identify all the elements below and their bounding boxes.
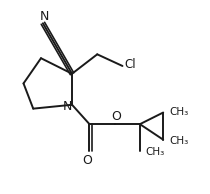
Text: CH₃: CH₃ [169, 136, 188, 146]
Text: N: N [63, 100, 72, 113]
Text: O: O [112, 110, 122, 123]
Text: CH₃: CH₃ [146, 147, 165, 157]
Text: Cl: Cl [124, 57, 136, 71]
Text: N: N [40, 10, 50, 23]
Text: O: O [83, 153, 92, 167]
Text: CH₃: CH₃ [169, 107, 188, 117]
